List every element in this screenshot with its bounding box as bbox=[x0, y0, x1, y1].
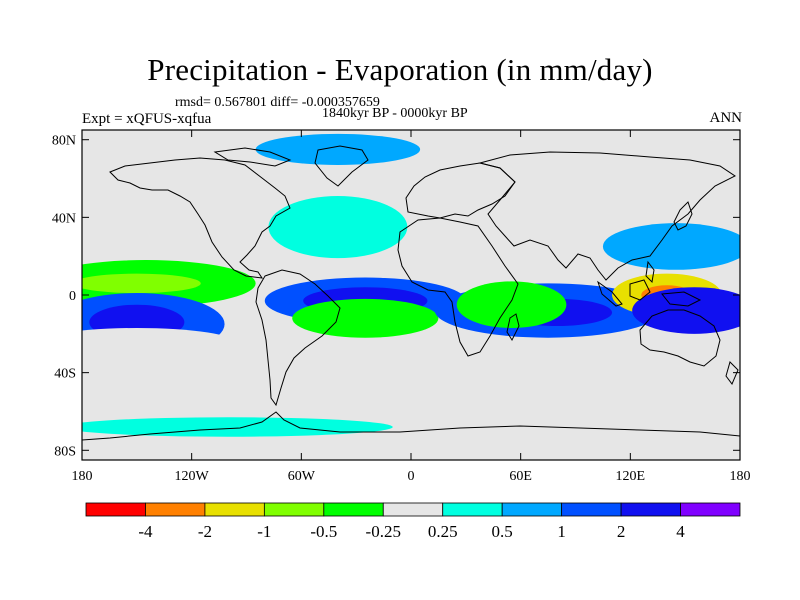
colorbar-swatch bbox=[323, 502, 384, 517]
coastline-asia bbox=[478, 151, 736, 281]
colorbar-label: 0.25 bbox=[428, 522, 458, 541]
colorbar-label: 2 bbox=[617, 522, 626, 541]
colorbar-swatch bbox=[620, 502, 681, 517]
lat-tick-label: 80N bbox=[52, 134, 76, 149]
field-region-arctic bbox=[255, 133, 421, 165]
coastline-borneo bbox=[629, 279, 651, 301]
field-region-trop-pacific-north-core bbox=[82, 273, 201, 294]
coastline-antarctica bbox=[82, 411, 740, 441]
plot-title: Precipitation - Evaporation (in mm/day) bbox=[147, 52, 653, 87]
lon-tick-label: 60W bbox=[288, 469, 316, 484]
lon-tick-label: 120E bbox=[616, 469, 646, 484]
field-layer bbox=[82, 133, 740, 437]
field-region-w-indian-ocean bbox=[456, 281, 567, 328]
field-region-s-atlantic bbox=[292, 298, 439, 338]
colorbar-swatch bbox=[85, 502, 146, 517]
coastline-north-america bbox=[109, 157, 291, 279]
coastline-greenland bbox=[314, 145, 369, 187]
colorbar-swatch bbox=[145, 502, 206, 517]
lat-tick-label: 40S bbox=[54, 367, 76, 382]
colorbar: -4 -2 -1 -0.5 -0.25 0.25 0.5 1 2 4 bbox=[85, 502, 741, 541]
lon-tick-label: 60E bbox=[509, 469, 532, 484]
axis-layer: 80N 40N 0 40S 80S 180 120W 60W 0 60E 120E 180 bbox=[52, 130, 751, 484]
coastline-africa bbox=[397, 217, 519, 357]
coastline-new-zealand bbox=[725, 361, 739, 385]
lat-tick-label: 80S bbox=[54, 444, 76, 459]
colorbar-swatch bbox=[263, 502, 325, 517]
colorbar-swatch bbox=[501, 502, 563, 517]
colorbar-label: 1 bbox=[557, 522, 566, 541]
coastlines bbox=[82, 145, 740, 441]
field-region-n-atlantic bbox=[268, 196, 408, 259]
experiment-label: Expt = xQFUS-xqfua bbox=[82, 111, 212, 127]
colorbar-label: 4 bbox=[676, 522, 685, 541]
colorbar-label: 0.5 bbox=[492, 522, 513, 541]
colorbar-swatch bbox=[442, 502, 503, 517]
colorbar-swatch bbox=[382, 502, 444, 517]
lat-tick-label: 0 bbox=[69, 289, 76, 304]
lon-tick-label: 0 bbox=[408, 469, 415, 484]
lon-tick-label: 120W bbox=[175, 469, 210, 484]
field-region-w-pacific bbox=[632, 287, 740, 334]
lon-tick-label: 180 bbox=[730, 469, 751, 484]
colorbar-swatch bbox=[680, 502, 741, 517]
colorbar-label: -0.5 bbox=[310, 522, 337, 541]
stats-text: rmsd= 0.567801 diff= -0.000357659 bbox=[175, 95, 380, 110]
period-text: 1840kyr BP - 0000kyr BP bbox=[322, 106, 468, 121]
colorbar-swatch bbox=[204, 502, 265, 517]
coastline-australia bbox=[639, 309, 721, 367]
field-region-nw-pacific bbox=[602, 223, 740, 270]
season-label: ANN bbox=[709, 110, 743, 126]
coastline-arctic-islands bbox=[213, 147, 292, 167]
lon-tick-label: 180 bbox=[72, 469, 93, 484]
coastline-philippines bbox=[645, 260, 655, 284]
colorbar-label: -1 bbox=[257, 522, 271, 541]
colorbar-label: -0.25 bbox=[366, 522, 401, 541]
field-region-southern-ocean bbox=[82, 417, 393, 437]
coastline-sumatra bbox=[597, 280, 623, 307]
lat-tick-label: 40N bbox=[52, 211, 76, 226]
coastline-south-america bbox=[255, 269, 341, 407]
coastline-madagascar bbox=[506, 313, 520, 342]
colorbar-label: -2 bbox=[198, 522, 212, 541]
colorbar-label: -4 bbox=[138, 522, 153, 541]
colorbar-swatch bbox=[561, 502, 622, 517]
coastline-japan bbox=[673, 201, 693, 231]
field-region-s-pacific-belt bbox=[82, 328, 238, 360]
coastline-new-guinea bbox=[661, 291, 702, 307]
